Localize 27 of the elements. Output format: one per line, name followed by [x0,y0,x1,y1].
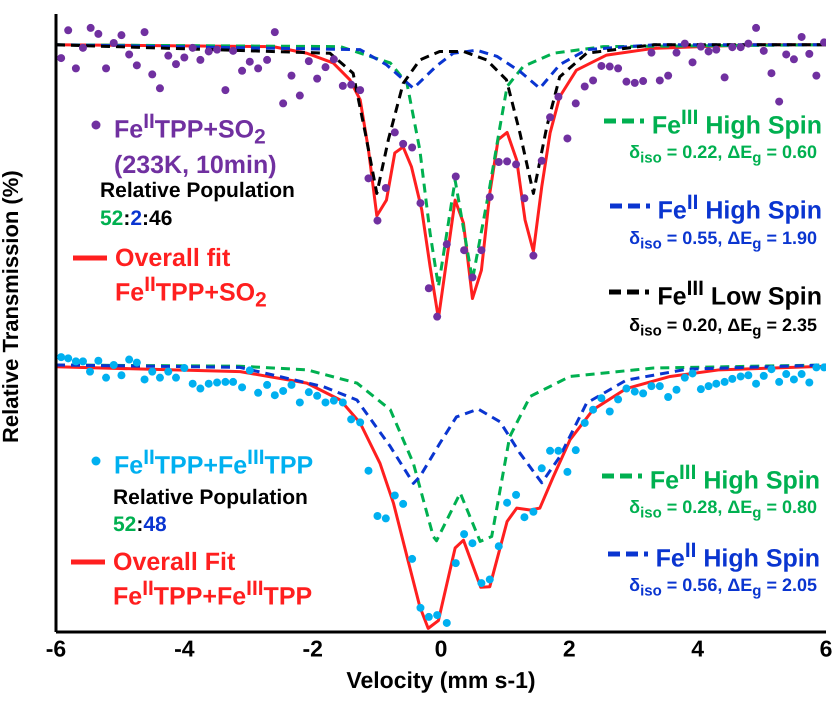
legend-label: Fe$^{II}$ High Spin [656,539,820,574]
x-tick-label: -2 [302,635,323,662]
annotation: 52:2:46 [100,207,172,230]
x-tick-label: 0 [434,635,448,662]
annotation: δ$_{iso}$ = 0.55, ΔE$_{g}$ = 1.90 [629,228,817,254]
legend-label: Overall Fit Fe$^{II}$TPP+Fe$^{III}$TPP [113,547,314,612]
annotation: δ$_{iso}$ = 0.20, ΔE$_{g}$ = 2.35 [629,315,817,341]
legend-label: Fe$^{II}$TPP+Fe$^{III}$TPP [114,446,314,480]
x-tick-label: 6 [820,635,832,662]
annotation: Relative Population [100,178,295,204]
y-axis-title: Relative Transmission (%) [0,170,23,443]
annotation: δ$_{iso}$ = 0.22, ΔE$_{g}$ = 0.60 [629,142,817,168]
legend-label: Fe$^{II}$ High Spin [658,191,822,226]
legend-label: Overall fit Fe$^{II}$TPP+SO$_{2}$ [115,243,268,314]
annotation: δ$_{iso}$ = 0.28, ΔE$_{g}$ = 0.80 [629,497,817,523]
legend-label: Fe$^{III}$ High Spin [652,106,822,140]
x-tick-label: 4 [691,635,704,662]
x-tick-label: 2 [562,635,576,662]
legend-label: Fe$^{II}$TPP+SO$_{2}$ (233K, 10min) [114,110,278,180]
x-axis-title: Velocity (mm s-1) [346,667,536,693]
annotation: Relative Population [113,485,308,510]
annotation: 52:48 [113,513,167,536]
legend-label: Fe$^{III}$ Low Spin [657,277,822,312]
legend-label: Fe$^{III}$ High Spin [650,461,820,496]
annotation: δ$_{iso}$ = 0.56, ΔE$_{g}$ = 2.05 [629,575,817,601]
x-tick-label: -6 [46,635,66,662]
x-tick-label: -4 [174,635,195,662]
